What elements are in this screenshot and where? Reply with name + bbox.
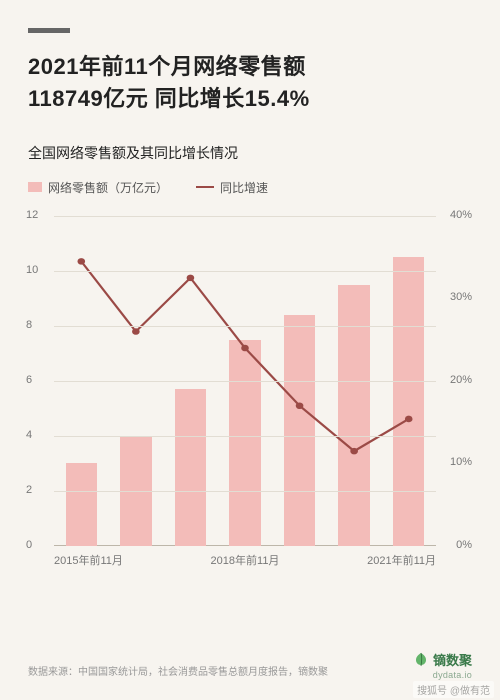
line-marker	[77, 258, 85, 265]
brand: 镝数聚 dydata.io	[413, 650, 472, 680]
line-swatch-icon	[196, 186, 214, 188]
x-axis-labels: 2015年前11月 2018年前11月 2021年前11月	[54, 552, 436, 568]
footer: 数据来源：中国国家统计局，社会消费品零售总额月度报告，镝数聚 镝数聚 dydat…	[28, 650, 472, 680]
page-title: 2021年前11个月网络零售额 118749亿元 同比增长15.4%	[28, 51, 472, 115]
x-label: 2015年前11月	[54, 552, 123, 568]
gridline	[54, 381, 436, 382]
y-left-tick: 2	[26, 484, 32, 496]
gridline	[54, 271, 436, 272]
gridline	[54, 436, 436, 437]
legend-bar: 网络零售额（万亿元）	[28, 179, 168, 196]
y-left-tick: 8	[26, 319, 32, 331]
y-right-tick: 20%	[450, 374, 472, 386]
x-label: 2018年前11月	[211, 552, 280, 568]
bar-swatch-icon	[28, 182, 42, 192]
chart-subtitle: 全国网络零售额及其同比增长情况	[28, 143, 472, 163]
y-left-tick: 4	[26, 429, 32, 441]
line-marker	[132, 328, 140, 335]
accent-bar	[28, 28, 70, 33]
gridline	[54, 491, 436, 492]
legend: 网络零售额（万亿元） 同比增速	[28, 179, 472, 196]
legend-line: 同比增速	[196, 179, 268, 196]
y-right-tick: 10%	[450, 456, 472, 468]
legend-bar-label: 网络零售额（万亿元）	[48, 179, 168, 196]
title-line-2: 118749亿元 同比增长15.4%	[28, 83, 472, 115]
line-marker	[405, 415, 413, 422]
y-right-tick: 40%	[450, 209, 472, 221]
y-left-tick: 10	[26, 264, 38, 276]
brand-name: 镝数聚	[433, 650, 472, 669]
plot-area	[54, 216, 436, 546]
x-label: 2021年前11月	[367, 552, 436, 568]
source-text: 数据来源：中国国家统计局，社会消费品零售总额月度报告，镝数聚	[28, 665, 328, 680]
line-marker	[187, 274, 195, 281]
y-right-tick: 30%	[450, 291, 472, 303]
title-line-1: 2021年前11个月网络零售额	[28, 51, 472, 83]
y-right-tick: 0%	[456, 539, 472, 551]
line-marker	[350, 448, 358, 455]
brand-logo-icon	[413, 652, 429, 668]
y-left-tick: 6	[26, 374, 32, 386]
chart: 2015年前11月 2018年前11月 2021年前11月 0 2 4 6 8 10 12 0…	[28, 202, 472, 582]
legend-line-label: 同比增速	[220, 179, 268, 196]
gridline	[54, 326, 436, 327]
line-marker	[241, 344, 249, 351]
gridline	[54, 216, 436, 217]
y-left-tick: 12	[26, 209, 38, 221]
brand-url: dydata.io	[433, 670, 472, 680]
watermark: 搜狐号 @做有范	[413, 681, 494, 698]
y-left-tick: 0	[26, 539, 32, 551]
line-path	[81, 261, 408, 451]
line-marker	[296, 402, 304, 409]
